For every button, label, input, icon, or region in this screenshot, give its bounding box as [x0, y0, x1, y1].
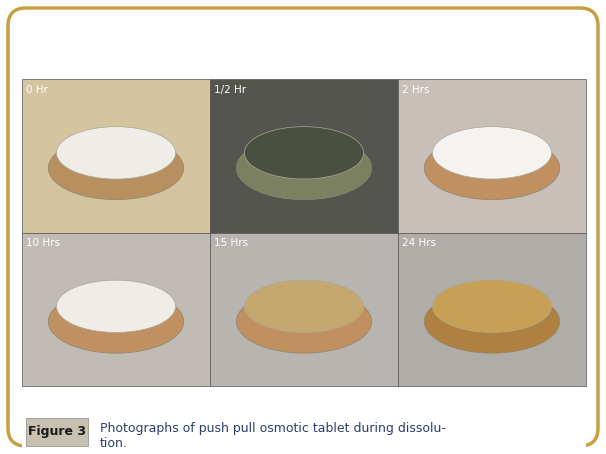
Bar: [210, 232, 398, 386]
Ellipse shape: [56, 127, 176, 179]
Text: Photographs of push pull osmotic tablet during dissolu-: Photographs of push pull osmotic tablet …: [100, 422, 446, 435]
Bar: [22, 232, 210, 386]
Ellipse shape: [424, 290, 560, 353]
FancyBboxPatch shape: [26, 418, 88, 446]
Text: 24 Hrs: 24 Hrs: [402, 238, 436, 248]
Text: tion.: tion.: [100, 437, 128, 450]
Ellipse shape: [244, 127, 364, 179]
Bar: [398, 232, 586, 386]
Ellipse shape: [56, 280, 176, 332]
Ellipse shape: [48, 136, 184, 200]
Ellipse shape: [424, 136, 560, 200]
Ellipse shape: [433, 280, 551, 332]
Text: 15 Hrs: 15 Hrs: [214, 238, 248, 248]
Text: Figure 3: Figure 3: [28, 425, 86, 439]
Bar: [22, 389, 586, 450]
Text: 2 Hrs: 2 Hrs: [402, 85, 430, 95]
Text: 10 Hrs: 10 Hrs: [26, 238, 60, 248]
Bar: [210, 79, 398, 232]
FancyBboxPatch shape: [8, 8, 598, 446]
Ellipse shape: [236, 290, 371, 353]
Ellipse shape: [433, 127, 551, 179]
Text: 0 Hr: 0 Hr: [26, 85, 48, 95]
Text: 1/2 Hr: 1/2 Hr: [214, 85, 246, 95]
Ellipse shape: [48, 290, 184, 353]
Ellipse shape: [244, 280, 364, 332]
Ellipse shape: [236, 136, 371, 200]
Bar: [22, 79, 210, 232]
Bar: [398, 79, 586, 232]
